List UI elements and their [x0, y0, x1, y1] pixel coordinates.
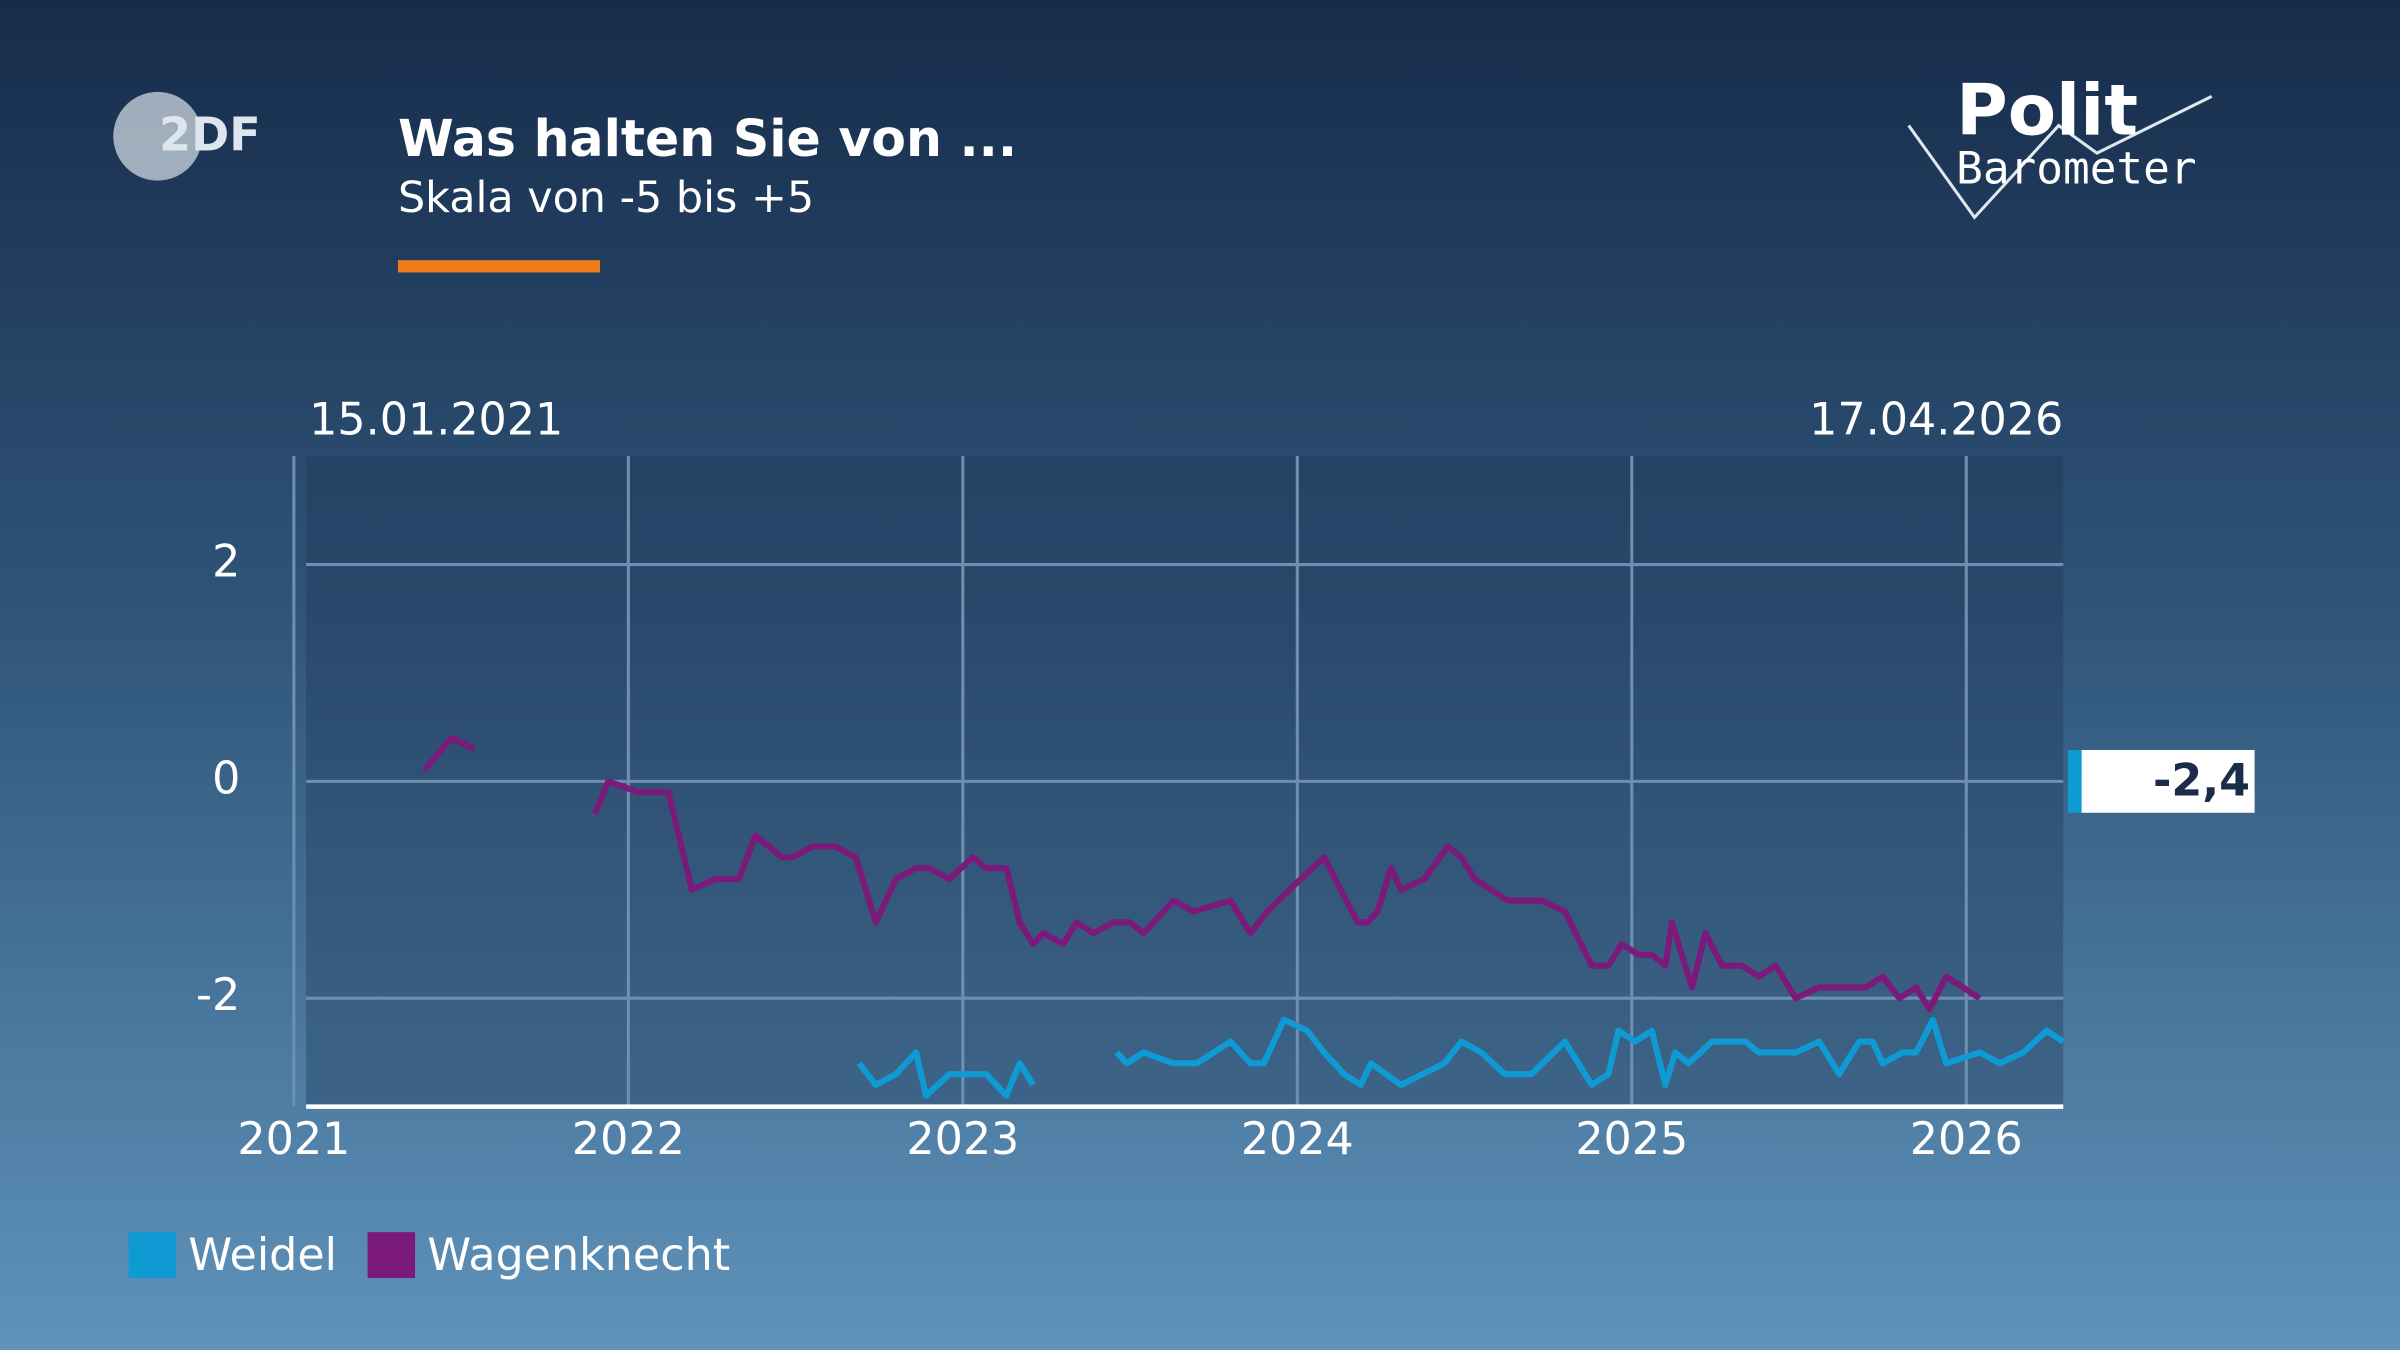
- title-underline: [397, 260, 600, 273]
- callout-label: -2,4: [2153, 756, 2250, 807]
- logo-check: [1907, 95, 2213, 220]
- series-line: [421, 735, 1982, 1013]
- series-line: [856, 1016, 2065, 1099]
- y-tick-label: 2: [212, 537, 240, 588]
- brand-polit: Polit: [1956, 69, 2138, 151]
- plot: -2 0 2 2021 2022 2023 2024 2025 2026 Weidel Wagenk…: [128, 456, 2255, 1281]
- x-tick-label: 2024: [1241, 1114, 1354, 1165]
- x-tick-label: 2022: [572, 1114, 685, 1165]
- end-date: 17.04.2026: [1809, 394, 2063, 445]
- legend-swatch: [367, 1232, 416, 1279]
- brand-barometer: Barometer: [1956, 143, 2196, 194]
- x-tick-label: 2026: [1910, 1114, 2023, 1165]
- x-tick-label: 2021: [237, 1114, 350, 1165]
- y-tick-label: -2: [196, 970, 240, 1021]
- politbarometer-logo: Polit Barometer: [1907, 69, 2213, 220]
- start-date: 15.01.2021: [309, 394, 563, 445]
- zdf-logo: 2DF: [113, 91, 261, 181]
- legend-label: Weidel: [188, 1230, 337, 1281]
- legend-label: Wagenknecht: [427, 1230, 730, 1281]
- y-tick-label: 0: [212, 753, 240, 804]
- legend-swatch: [128, 1232, 177, 1279]
- x-tick-label: 2025: [1575, 1114, 1688, 1165]
- callout-marker: [2067, 750, 2082, 813]
- chart-subtitle: Skala von -5 bis +5: [398, 173, 814, 223]
- logo-circle: [113, 91, 203, 181]
- x-tick-label: 2023: [906, 1114, 1019, 1165]
- callout-box: [2081, 750, 2255, 813]
- logo-text: 2DF: [159, 107, 260, 161]
- chart-title: Was halten Sie von ...: [398, 109, 1017, 168]
